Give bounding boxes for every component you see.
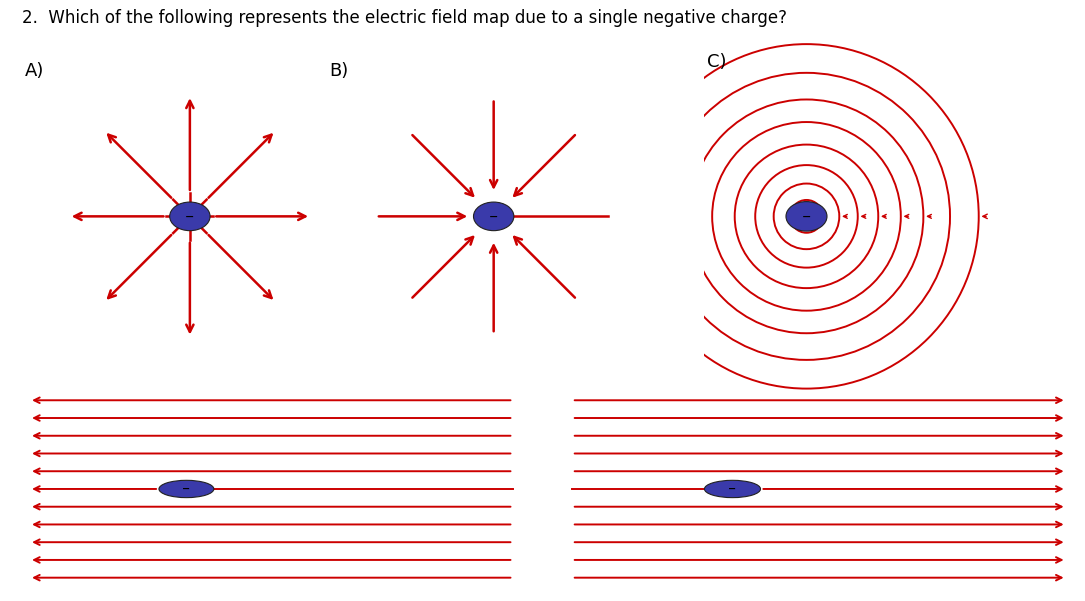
Text: C): C)	[707, 52, 727, 70]
Text: A): A)	[25, 62, 44, 80]
Ellipse shape	[786, 201, 827, 231]
Text: −: −	[802, 212, 812, 221]
Text: −: −	[728, 484, 737, 494]
Ellipse shape	[169, 202, 210, 231]
Text: ...: ...	[1044, 14, 1067, 34]
Ellipse shape	[158, 480, 214, 498]
Text: −: −	[186, 212, 194, 221]
Ellipse shape	[704, 480, 761, 498]
Text: −: −	[489, 212, 498, 221]
Text: −: −	[182, 484, 191, 494]
Text: 2.  Which of the following represents the electric field map due to a single neg: 2. Which of the following represents the…	[22, 9, 787, 27]
Text: B): B)	[329, 62, 348, 80]
Ellipse shape	[473, 202, 514, 231]
